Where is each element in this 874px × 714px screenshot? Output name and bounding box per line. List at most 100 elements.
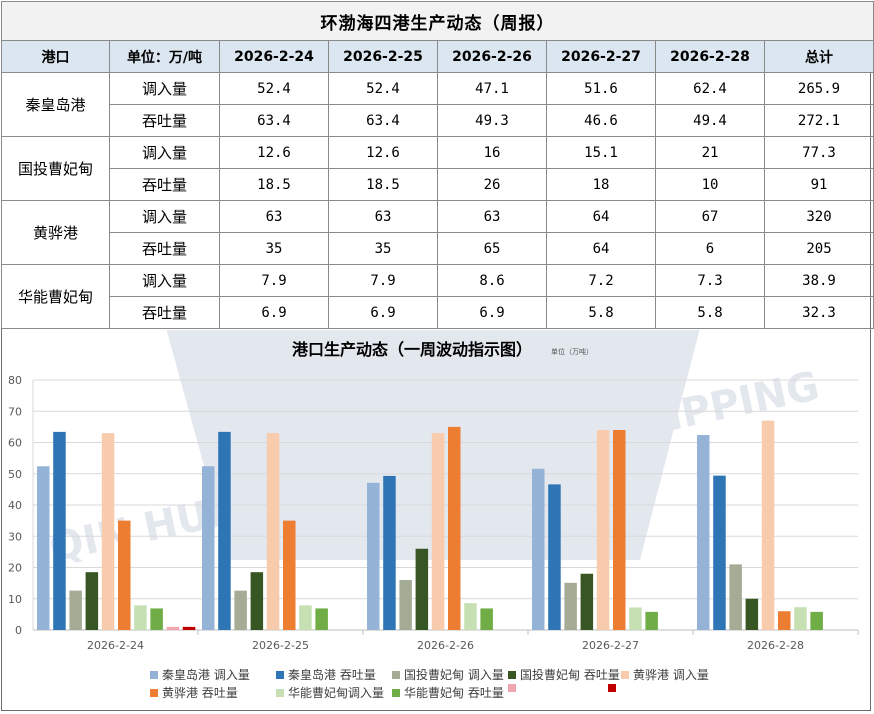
- port-name: 秦皇岛港: [1, 72, 110, 137]
- table-cell: 64: [546, 232, 656, 265]
- legend-swatch: [508, 670, 516, 679]
- chart-bar: [182, 626, 196, 630]
- table-cell: 65: [437, 232, 547, 265]
- column-header: 2026-2-25: [328, 40, 438, 73]
- chart-bar: [729, 564, 742, 630]
- legend-item: 华能曹妃甸 吞吐量: [392, 684, 504, 701]
- chart-bar: [69, 590, 82, 630]
- table-cell: 7.2: [546, 264, 656, 297]
- chart-bar: [761, 420, 775, 630]
- metric-label: 调入量: [109, 200, 220, 233]
- table-cell: 15.1: [546, 136, 656, 169]
- chart-bar: [202, 466, 215, 630]
- chart-bar: [480, 608, 493, 630]
- table-cell: 51.6: [546, 72, 656, 105]
- table-title: 环渤海四港生产动态（周报）: [1, 1, 874, 41]
- table-cell: 10: [655, 168, 765, 201]
- metric-label: 吞吐量: [109, 232, 220, 265]
- legend-item: 国投曹妃甸 吞吐量: [508, 666, 620, 683]
- chart-bar: [250, 572, 264, 630]
- legend-item: [608, 684, 620, 692]
- port-name: 黄骅港: [1, 200, 110, 265]
- legend-swatch: [392, 688, 400, 697]
- table-cell: 49.4: [655, 104, 765, 137]
- total-cell: 38.9: [764, 264, 874, 297]
- legend-label: 国投曹妃甸 吞吐量: [520, 668, 620, 682]
- chart-bar: [299, 605, 312, 630]
- table-cell: 46.6: [546, 104, 656, 137]
- port-name: 华能曹妃甸: [1, 264, 110, 329]
- chart-bar: [218, 431, 231, 630]
- column-header: 总计: [764, 40, 874, 73]
- chart-bar: [448, 426, 461, 630]
- chart-bar: [53, 431, 66, 630]
- table-row: 吞吐量 6.9 6.9 6.9 5.8 5.8 32.3: [2, 296, 874, 329]
- chart-bar: [596, 430, 610, 630]
- column-header: 2026-2-24: [219, 40, 329, 73]
- chart-bar: [645, 611, 658, 630]
- table-cell: 6.9: [437, 296, 547, 329]
- table-title-row: 环渤海四港生产动态（周报）: [1, 1, 874, 41]
- chart-bar: [367, 482, 380, 630]
- y-tick-label: 70: [8, 405, 22, 418]
- chart-bar: [266, 433, 280, 630]
- y-tick-label: 30: [8, 530, 22, 543]
- table-cell: 52.4: [219, 72, 329, 105]
- legend-item: 黄骅港 吞吐量: [150, 684, 238, 701]
- chart-bar: [37, 466, 50, 630]
- column-header: 港口: [1, 40, 110, 73]
- y-tick-label: 0: [15, 624, 22, 637]
- x-tick-label: 2026-2-27: [582, 639, 639, 652]
- table-cell: 8.6: [437, 264, 547, 297]
- chart-bar: [166, 626, 180, 630]
- table-cell: 63.4: [328, 104, 438, 137]
- chart-unit-note: 单位（万吨）: [551, 347, 593, 356]
- legend-swatch: [621, 670, 629, 679]
- legend-item: 秦皇岛港 调入量: [150, 666, 250, 683]
- table-cell: 6: [655, 232, 765, 265]
- table-cell: 7.9: [219, 264, 329, 297]
- chart-bar: [564, 582, 577, 630]
- chart-bar: [134, 605, 147, 630]
- metric-label: 调入量: [109, 136, 220, 169]
- chart-bar: [101, 433, 115, 630]
- port-bar-chart: QIN HUANG DAO YIN HAI SHIPPING港口生产动态（一周波…: [8, 330, 859, 652]
- chart-bar: [697, 435, 710, 630]
- table-cell: 18.5: [328, 168, 438, 201]
- legend-item: 秦皇岛港 吞吐量: [276, 666, 376, 683]
- chart-bar: [150, 608, 163, 630]
- table-cell: 7.3: [655, 264, 765, 297]
- table-cell: 63.4: [219, 104, 329, 137]
- y-tick-label: 10: [8, 593, 22, 606]
- total-cell: 32.3: [764, 296, 874, 329]
- table-cell: 63: [437, 200, 547, 233]
- legend-item: 国投曹妃甸 调入量: [392, 666, 504, 683]
- chart-bar: [85, 572, 99, 630]
- total-cell: 265.9: [764, 72, 874, 105]
- chart-bar: [580, 573, 594, 630]
- table-cell: 47.1: [437, 72, 547, 105]
- metric-label: 吞吐量: [109, 104, 220, 137]
- legend-swatch: [276, 688, 284, 697]
- table-row: 华能曹妃甸 调入量 7.9 7.9 8.6 7.2 7.3 38.9: [1, 264, 874, 329]
- table-cell: 5.8: [655, 296, 765, 329]
- chart-bar: [118, 520, 131, 630]
- chart-bar: [794, 607, 807, 630]
- table-cell: 18.5: [219, 168, 329, 201]
- table-row: 吞吐量 35 35 65 64 6 205: [2, 232, 874, 265]
- port-name: 国投曹妃甸: [1, 136, 110, 201]
- table-cell: 35: [328, 232, 438, 265]
- metric-label: 调入量: [109, 264, 220, 297]
- table-cell: 63: [219, 200, 329, 233]
- total-cell: 272.1: [764, 104, 874, 137]
- legend-item: [508, 684, 520, 692]
- total-cell: 205: [764, 232, 874, 265]
- y-tick-label: 20: [8, 562, 22, 575]
- table-row: 吞吐量 18.5 18.5 26 18 10 91: [2, 168, 874, 201]
- chart-bar: [315, 608, 328, 630]
- legend-label: 国投曹妃甸 调入量: [404, 668, 504, 682]
- total-cell: 77.3: [764, 136, 874, 169]
- legend-item: 黄骅港 调入量: [621, 666, 709, 683]
- chart-bar: [431, 433, 445, 630]
- chart-bar: [713, 475, 726, 630]
